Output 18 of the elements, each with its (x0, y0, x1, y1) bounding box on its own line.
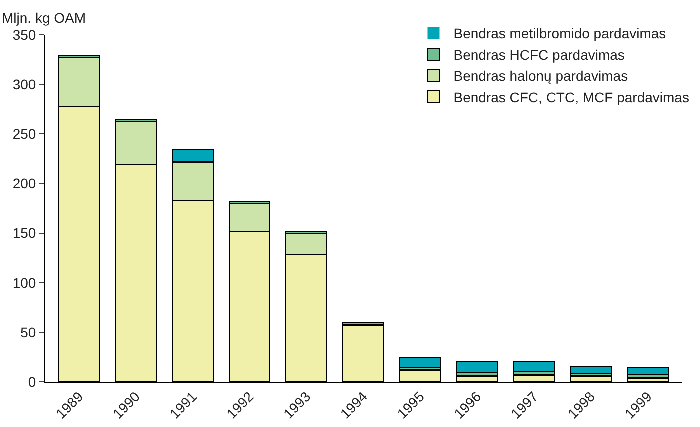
y-tick-label: 50 (20, 324, 36, 340)
y-tick-label: 250 (12, 126, 36, 142)
legend-label: Bendras halonų pardavimas (454, 68, 628, 84)
y-axis-title: Mljn. kg OAM (2, 10, 86, 26)
bar (626, 368, 669, 376)
y-tick-label: 350 (12, 26, 36, 43)
legend-label: Bendras CFC, CTC, MCF pardavimas (454, 89, 690, 106)
legend-label: Bendras HCFC pardavimas (454, 46, 625, 63)
bar (570, 366, 612, 375)
y-tick-label: 100 (12, 274, 36, 291)
y-tick-label: 0 (28, 374, 36, 390)
y-tick-label: 150 (12, 225, 36, 242)
bar (399, 358, 442, 369)
bar (456, 362, 498, 374)
y-tick-label: 300 (12, 76, 36, 92)
bar (513, 362, 556, 373)
y-tick-label: 200 (12, 176, 36, 192)
legend-label: Bendras metilbromido pardavimas (454, 26, 666, 42)
